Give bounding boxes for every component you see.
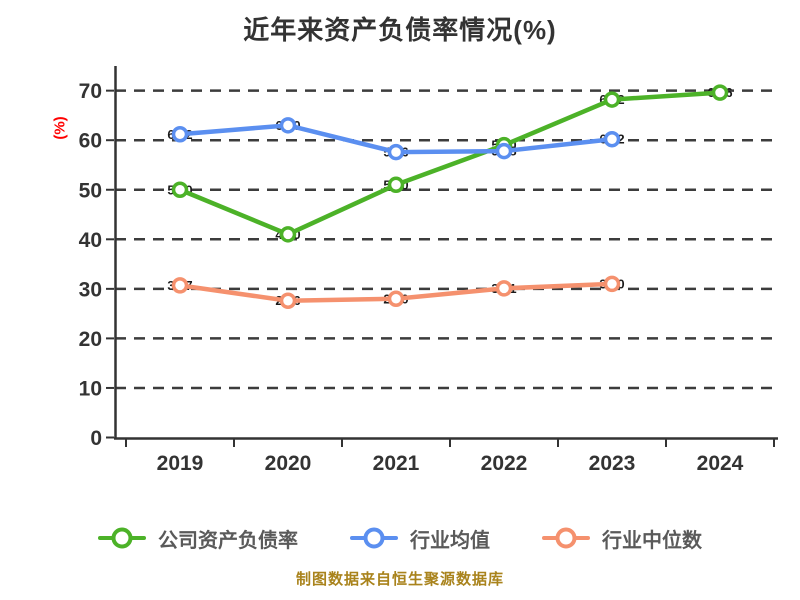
legend: 公司资产负债率 行业均值 行业中位数 (0, 518, 800, 558)
y-tick-label: 10 (79, 377, 102, 400)
legend-circle (363, 527, 385, 549)
legend-circle (111, 527, 133, 549)
x-tick-label: 2019 (157, 452, 204, 475)
data-point-marker (603, 275, 621, 293)
y-tick-label: 20 (79, 328, 102, 351)
data-point-marker (387, 290, 405, 308)
y-tick-label: 0 (90, 427, 102, 450)
legend-item: 行业中位数 (542, 524, 702, 553)
x-tick-label: 2022 (481, 452, 528, 475)
x-tick-label: 2023 (589, 452, 636, 475)
legend-item: 公司资产负债率 (98, 524, 298, 553)
data-point-marker (279, 292, 297, 309)
x-tick-label: 2024 (697, 452, 744, 475)
data-point-marker (603, 130, 621, 148)
data-point-marker (711, 84, 729, 101)
legend-marker-icon (350, 527, 398, 549)
series-line (177, 90, 723, 237)
data-point-marker (387, 176, 405, 194)
data-point-marker (495, 280, 513, 297)
legend-label: 行业均值 (410, 529, 490, 552)
data-point-marker (387, 143, 405, 161)
legend-circle (555, 527, 577, 549)
chart-title: 近年来资产负债率情况(%) (243, 15, 557, 45)
legend-marker-icon (542, 527, 590, 549)
data-point-marker (279, 226, 297, 243)
y-tick-label: 30 (79, 278, 102, 301)
data-point-marker (603, 91, 621, 108)
data-point-marker (495, 142, 513, 160)
data-point-marker (279, 117, 297, 134)
legend-marker-icon (98, 527, 146, 549)
y-tick-label: 70 (79, 80, 102, 103)
legend-item: 行业均值 (350, 524, 490, 553)
legend-label: 公司资产负债率 (158, 529, 298, 552)
legend-label: 行业中位数 (602, 529, 702, 552)
y-tick-label: 40 (79, 229, 102, 252)
x-tick-label: 2021 (373, 452, 420, 475)
x-tick-label: 2020 (265, 452, 312, 475)
y-tick-label: 60 (79, 130, 102, 153)
y-tick-label: 50 (79, 179, 102, 202)
data-point-marker (171, 126, 189, 143)
data-point-marker (171, 181, 189, 198)
source-note: 制图数据来自恒生聚源数据库 (295, 571, 504, 588)
data-point-marker (171, 277, 189, 294)
